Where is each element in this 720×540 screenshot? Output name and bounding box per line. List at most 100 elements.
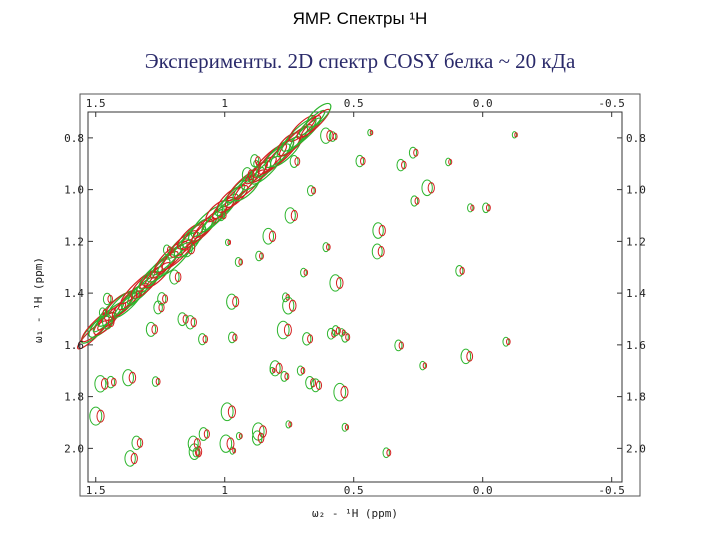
peak-contour: [227, 239, 232, 246]
peak-contour: [369, 130, 374, 136]
y-tick-label-right: 0.8: [626, 132, 646, 145]
peak-contour: [255, 250, 263, 262]
peak-contour: [284, 207, 296, 224]
peak-contour: [282, 296, 295, 315]
peak-contour: [124, 450, 136, 467]
peak-contour: [151, 324, 159, 335]
peak-contour: [448, 158, 453, 165]
peak-contour: [326, 243, 331, 251]
x-axis-label: ω₂ - ¹H (ppm): [312, 507, 398, 520]
peak-contour: [422, 362, 428, 369]
peak-contour: [285, 420, 292, 429]
peak-contour: [398, 341, 404, 350]
peak-contour: [303, 269, 309, 277]
peak-contour: [466, 351, 474, 362]
peak-contour: [377, 246, 385, 257]
x-tick-label-bottom: 1.5: [86, 484, 106, 497]
peak-contour: [514, 132, 518, 138]
diagonal-contour: [93, 311, 118, 336]
peak-contour: [276, 320, 290, 340]
peak-contour: [482, 202, 490, 214]
peak-contour: [394, 339, 403, 352]
peak-contour: [226, 437, 235, 450]
y-tick-label-right: 1.0: [626, 184, 646, 197]
peak-contour: [122, 369, 134, 387]
peak-contour: [345, 333, 351, 341]
x-tick-label-top: -0.5: [598, 97, 625, 110]
peak-contour: [302, 332, 312, 346]
peak-contour: [216, 209, 226, 222]
peak-contour: [455, 265, 464, 277]
peak-contour: [329, 274, 342, 292]
peak-contour: [106, 375, 116, 389]
peak-contour: [98, 307, 107, 318]
diagonal-contour: [215, 193, 239, 217]
peak-contour: [371, 243, 383, 260]
peak-contour: [247, 169, 255, 181]
y-tick-label-left: 1.8: [64, 391, 84, 404]
peak-contour: [340, 385, 349, 399]
peak-contour: [102, 313, 113, 330]
peak-contour: [485, 204, 491, 212]
peak-contour: [131, 288, 140, 300]
peak-contour: [135, 290, 141, 298]
peak-contour: [202, 334, 209, 344]
y-tick-label-right: 1.8: [626, 391, 646, 404]
peak-contour: [151, 376, 160, 387]
diagonal-contour: [300, 108, 331, 138]
peak-contour: [460, 348, 472, 365]
outer-frame: [79, 93, 641, 497]
peak-contour: [294, 157, 301, 166]
peak-contour: [341, 329, 346, 336]
peak-contour: [360, 156, 366, 166]
peak-contour: [221, 211, 227, 220]
peak-contour: [232, 296, 240, 308]
peak-contour: [344, 424, 350, 431]
peak-contour: [341, 422, 348, 432]
peak-contour: [174, 271, 182, 283]
peak-contour: [220, 402, 234, 422]
peak-contour: [315, 380, 323, 391]
peak-contour: [145, 321, 157, 337]
peak-contour: [427, 182, 435, 194]
peak-contour: [272, 367, 276, 374]
peak-contour: [378, 224, 386, 237]
peak-contour: [386, 449, 392, 457]
y-tick-label-left: 1.0: [64, 184, 84, 197]
peak-contour: [194, 445, 203, 458]
peak-contour: [251, 430, 263, 446]
y-tick-label-left: 1.2: [64, 235, 84, 248]
peak-contour: [163, 244, 171, 256]
peak-contour: [162, 294, 169, 304]
peak-contour: [157, 292, 167, 306]
peak-contour: [111, 377, 117, 387]
diagonal-contour: [305, 102, 332, 128]
peak-contour: [307, 334, 314, 344]
peak-contour: [467, 203, 474, 213]
peak-contour: [89, 406, 103, 426]
peak-contour: [470, 204, 475, 212]
peak-contour: [190, 317, 197, 328]
peak-contour: [382, 447, 390, 459]
peak-contour: [241, 167, 253, 183]
peak-contour: [232, 333, 238, 342]
peak-contour: [96, 409, 105, 423]
peak-contour: [203, 429, 210, 439]
peak-contour: [396, 158, 406, 172]
x-tick-label-top: 0.0: [473, 97, 493, 110]
peak-contour: [311, 186, 317, 195]
peak-contour: [107, 294, 113, 304]
peak-contour: [333, 382, 347, 402]
peak-contour: [187, 241, 196, 255]
y-tick-label-left: 2.0: [64, 442, 84, 455]
x-tick-label-top: 1: [221, 97, 228, 110]
peak-contour: [224, 238, 231, 247]
peak-contour: [306, 185, 315, 197]
peak-contour: [280, 371, 289, 382]
peak-contour: [130, 452, 138, 465]
peak-contour: [250, 154, 260, 168]
peak-contour: [254, 156, 261, 166]
plot-frame: [87, 111, 623, 483]
peak-contour: [180, 238, 193, 258]
